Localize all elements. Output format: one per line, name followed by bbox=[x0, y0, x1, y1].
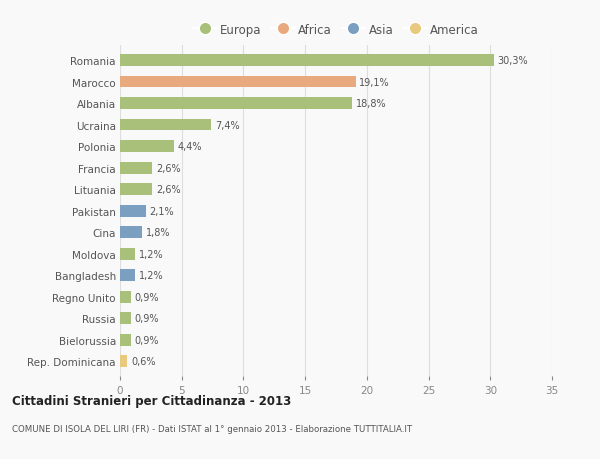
Text: 2,6%: 2,6% bbox=[156, 185, 181, 195]
Bar bbox=[120, 248, 135, 260]
Bar bbox=[120, 55, 494, 67]
Bar bbox=[120, 77, 356, 88]
Bar bbox=[120, 98, 352, 110]
Text: 0,9%: 0,9% bbox=[135, 313, 160, 324]
Bar bbox=[120, 119, 211, 131]
Text: 19,1%: 19,1% bbox=[359, 78, 390, 87]
Bar bbox=[120, 205, 146, 217]
Bar bbox=[120, 269, 135, 281]
Text: COMUNE DI ISOLA DEL LIRI (FR) - Dati ISTAT al 1° gennaio 2013 - Elaborazione TUT: COMUNE DI ISOLA DEL LIRI (FR) - Dati IST… bbox=[12, 425, 412, 433]
Text: Cittadini Stranieri per Cittadinanza - 2013: Cittadini Stranieri per Cittadinanza - 2… bbox=[12, 394, 291, 407]
Bar bbox=[120, 313, 131, 325]
Bar bbox=[120, 334, 131, 346]
Text: 0,9%: 0,9% bbox=[135, 335, 160, 345]
Text: 1,8%: 1,8% bbox=[146, 228, 170, 238]
Bar bbox=[120, 291, 131, 303]
Bar bbox=[120, 227, 142, 239]
Text: 30,3%: 30,3% bbox=[497, 56, 529, 66]
Text: 1,2%: 1,2% bbox=[139, 249, 163, 259]
Bar bbox=[120, 141, 175, 153]
Text: 2,1%: 2,1% bbox=[149, 206, 174, 216]
Text: 4,4%: 4,4% bbox=[178, 142, 203, 152]
Text: 0,9%: 0,9% bbox=[135, 292, 160, 302]
Bar bbox=[120, 162, 152, 174]
Text: 1,2%: 1,2% bbox=[139, 270, 163, 280]
Legend: Europa, Africa, Asia, America: Europa, Africa, Asia, America bbox=[188, 19, 484, 41]
Bar bbox=[120, 184, 152, 196]
Text: 2,6%: 2,6% bbox=[156, 163, 181, 173]
Bar bbox=[120, 355, 127, 367]
Text: 18,8%: 18,8% bbox=[356, 99, 386, 109]
Text: 7,4%: 7,4% bbox=[215, 120, 239, 130]
Text: 0,6%: 0,6% bbox=[131, 356, 155, 366]
